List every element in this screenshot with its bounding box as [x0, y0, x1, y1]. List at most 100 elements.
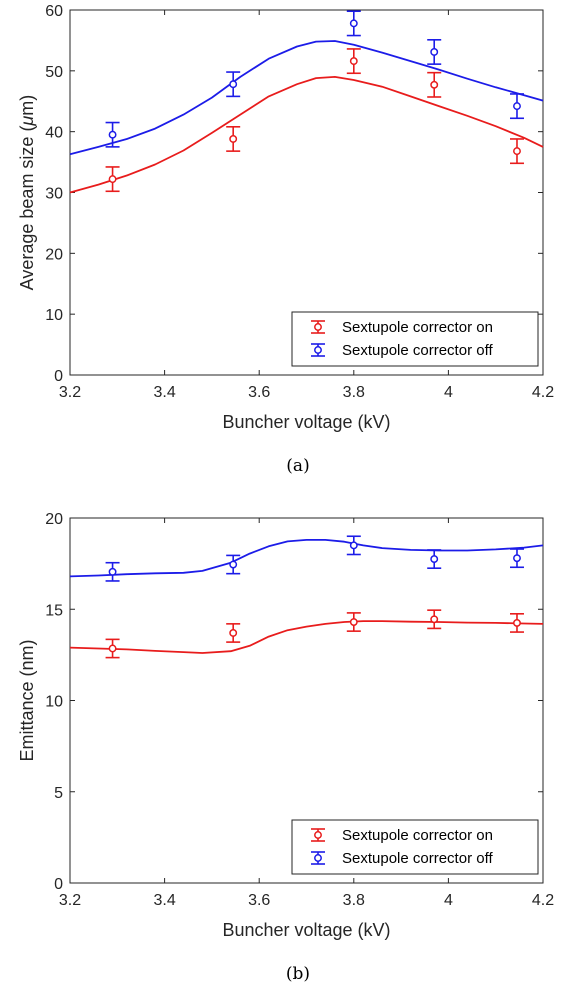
data-point [229, 135, 238, 143]
series-point-on [105, 638, 120, 659]
data-point [108, 175, 117, 184]
ylabel-a-suffix: m) [17, 95, 37, 116]
data-point [349, 19, 358, 28]
x-tick-label: 3.2 [59, 384, 81, 401]
series-curve-on [69, 76, 544, 194]
point-group-b [105, 535, 524, 659]
legend-box-b [291, 819, 539, 875]
data-point [513, 147, 521, 156]
data-point [229, 80, 238, 89]
data-point [229, 560, 238, 569]
x-tick-label: 3.6 [248, 892, 270, 909]
y-tick-label: 10 [45, 694, 63, 711]
x-tick-label: 4.2 [532, 384, 554, 401]
data-point [513, 618, 521, 627]
legend-b: Sextupole corrector on Sextupole correct… [291, 819, 539, 875]
x-tick-label: 4 [444, 892, 453, 909]
data-point [349, 57, 358, 66]
data-point [513, 554, 521, 563]
series-point-on [226, 126, 241, 152]
series-point-off [226, 71, 241, 98]
x-tick-label: 3.4 [153, 384, 175, 401]
data-point [108, 567, 117, 576]
series-point-off [346, 535, 361, 556]
y-tick-label: 40 [45, 125, 63, 142]
legend-marker-on-b [311, 828, 325, 842]
legend-marker [311, 828, 325, 842]
xlabel-a: Buncher voltage (kV) [222, 412, 390, 432]
tick-group-a: 3.2 3.4 3.6 3.8 4 4.2 0 10 20 30 40 50 60 [45, 3, 554, 401]
y-tick-label: 10 [45, 307, 63, 324]
data-point [430, 555, 439, 564]
legend-marker-off-b [311, 851, 325, 865]
data-point [314, 831, 322, 839]
curve-group-b [69, 539, 544, 654]
panel-a: 3.2 3.4 3.6 3.8 4 4.2 0 10 20 30 40 50 60 Buncher vo… [17, 3, 554, 476]
series-curve-off [69, 539, 544, 578]
series-point-off [427, 39, 442, 65]
x-tick-label: 3.8 [343, 892, 365, 909]
data-point [430, 48, 439, 56]
series-point-off [105, 561, 120, 582]
x-tick-label: 3.2 [59, 892, 81, 909]
legend-label-on-a: Sextupole corrector on [342, 319, 493, 336]
legend-a: Sextupole corrector on Sextupole correct… [291, 311, 539, 367]
point-group-a [105, 10, 524, 193]
series-point-on [509, 138, 524, 165]
x-tick-label: 3.6 [248, 384, 270, 401]
y-tick-label: 50 [45, 64, 63, 81]
tick-group-b: 3.2 3.4 3.6 3.8 4 4.2 0 5 10 15 20 [45, 511, 554, 909]
series-point-off [427, 549, 442, 569]
xlabel-b: Buncher voltage (kV) [222, 920, 390, 940]
series-point-on [427, 609, 442, 630]
series-point-off [509, 548, 524, 569]
series-point-on [346, 612, 361, 632]
series-point-on [427, 71, 442, 98]
caption-a: (a) [286, 456, 309, 476]
x-tick-label: 3.8 [343, 384, 365, 401]
legend-marker [311, 343, 325, 357]
series-curve-on [69, 620, 544, 654]
y-tick-label: 30 [45, 186, 63, 203]
y-tick-label: 20 [45, 511, 63, 528]
legend-box-a [291, 311, 539, 367]
data-point [314, 346, 322, 354]
legend-marker [311, 851, 325, 865]
legend-label-on-b: Sextupole corrector on [342, 827, 493, 844]
data-point [108, 644, 117, 653]
legend-marker-off-a [311, 343, 325, 357]
series-point-off [226, 554, 241, 575]
y-tick-label: 60 [45, 3, 63, 20]
data-point [108, 130, 117, 139]
legend-label-off-b: Sextupole corrector off [342, 850, 493, 867]
x-tick-label: 3.4 [153, 892, 175, 909]
data-point [430, 615, 439, 624]
y-tick-label: 0 [54, 368, 63, 385]
ylabel-a-mu: μ [17, 116, 37, 127]
y-tick-label: 15 [45, 602, 63, 619]
data-point [229, 629, 238, 637]
series-point-off [509, 93, 524, 120]
curve-group-a [69, 40, 544, 194]
legend-marker [311, 320, 325, 334]
ylabel-b: Emittance (nm) [17, 639, 37, 761]
series-point-on [509, 613, 524, 633]
data-point [513, 102, 521, 111]
ylabel-a: Average beam size (μm) [17, 95, 37, 291]
legend-label-off-a: Sextupole corrector off [342, 342, 493, 359]
series-point-off [105, 121, 120, 148]
ylabel-a-prefix: Average beam size ( [17, 126, 37, 291]
caption-b: (b) [286, 964, 310, 984]
data-point [349, 541, 358, 550]
data-point [349, 618, 358, 626]
series-curve-off [69, 40, 544, 156]
series-point-off [346, 10, 361, 37]
legend-marker-on-a [311, 320, 325, 334]
series-point-on [346, 48, 361, 75]
x-tick-label: 4 [444, 384, 453, 401]
data-point [430, 80, 439, 89]
y-tick-label: 20 [45, 246, 63, 263]
y-tick-label: 5 [54, 785, 63, 802]
panel-b: 3.2 3.4 3.6 3.8 4 4.2 0 5 10 15 20 Buncher voltage… [17, 511, 554, 984]
